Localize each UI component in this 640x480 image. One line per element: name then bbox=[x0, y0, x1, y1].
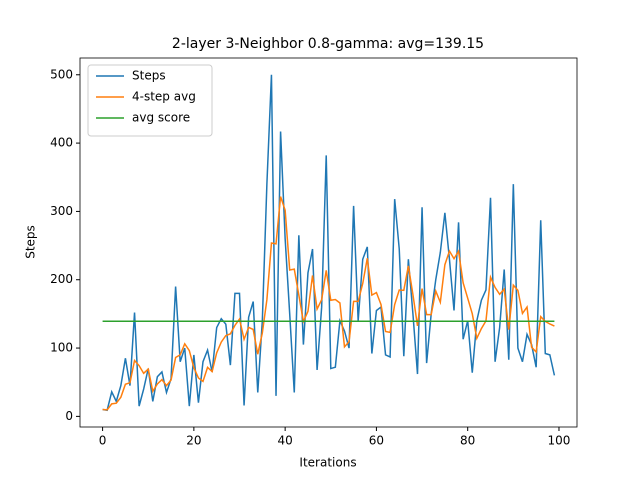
y-tick-label: 100 bbox=[50, 341, 73, 355]
legend-label: 4-step avg bbox=[132, 90, 196, 104]
legend-label: avg score bbox=[132, 111, 190, 125]
y-tick-label: 200 bbox=[50, 272, 73, 286]
x-tick-label: 60 bbox=[369, 434, 384, 448]
x-tick-label: 100 bbox=[548, 434, 571, 448]
x-tick-label: 0 bbox=[99, 434, 107, 448]
y-tick-label: 0 bbox=[65, 409, 73, 423]
x-tick-label: 40 bbox=[278, 434, 293, 448]
x-tick-label: 20 bbox=[186, 434, 201, 448]
x-tick-label: 80 bbox=[460, 434, 475, 448]
y-tick-label: 400 bbox=[50, 136, 73, 150]
y-axis-label: Steps bbox=[24, 225, 38, 259]
x-axis-label: Iterations bbox=[299, 456, 356, 470]
y-tick-label: 300 bbox=[50, 204, 73, 218]
chart-title: 2-layer 3-Neighbor 0.8-gamma: avg=139.15 bbox=[172, 36, 484, 52]
plot-frame bbox=[79, 57, 578, 428]
series-line bbox=[102, 196, 555, 411]
legend-label: Steps bbox=[132, 69, 166, 83]
y-tick-label: 500 bbox=[50, 67, 73, 81]
series-line bbox=[102, 74, 556, 412]
